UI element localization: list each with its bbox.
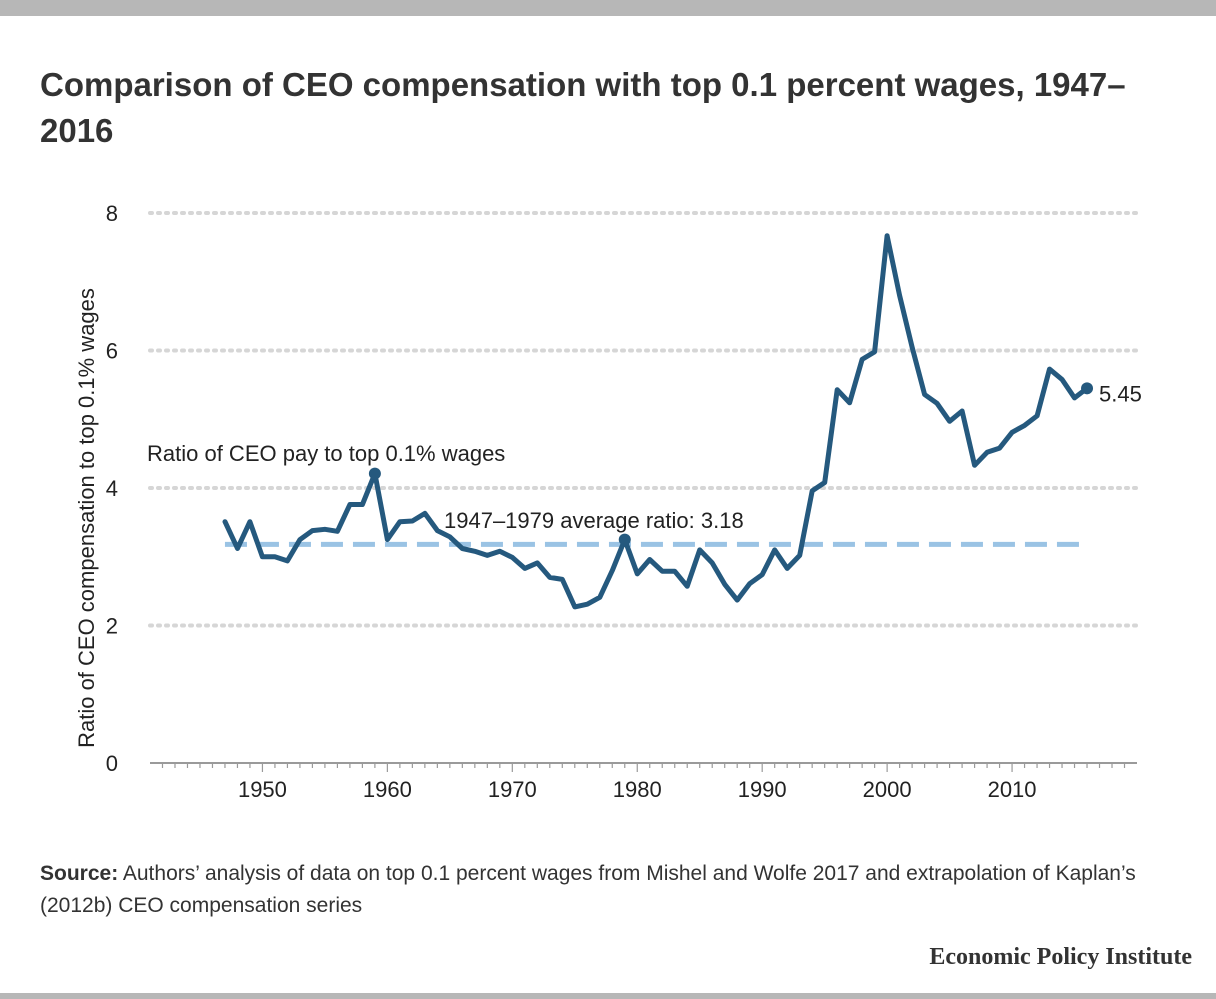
source-note: Source: Authors’ analysis of data on top… <box>40 858 1140 922</box>
top-bar <box>0 0 1216 16</box>
chart-title: Comparison of CEO compensation with top … <box>40 66 1126 149</box>
x-tick-label: 1980 <box>613 777 662 802</box>
series-line <box>222 233 1090 610</box>
source-text: Authors’ analysis of data on top 0.1 per… <box>40 862 1136 917</box>
y-axis-label: Ratio of CEO compensation to top 0.1% wa… <box>74 288 99 748</box>
y-tick-label: 2 <box>106 614 118 639</box>
y-tick-label: 8 <box>106 201 118 226</box>
source-label: Source: <box>40 862 119 885</box>
brand-logo: Economic Policy Institute <box>929 944 1192 970</box>
highlight-point <box>368 467 381 480</box>
x-tick-label: 2010 <box>988 777 1037 802</box>
end-value-label: 5.45 <box>1099 381 1142 406</box>
y-tick-label: 0 <box>106 751 118 776</box>
y-tick-label: 4 <box>106 476 118 501</box>
series-label: Ratio of CEO pay to top 0.1% wages <box>147 441 505 466</box>
highlight-point <box>618 533 631 546</box>
x-tick-label: 1950 <box>238 777 287 802</box>
average-label: 1947–1979 average ratio: 3.18 <box>444 508 744 533</box>
x-tick-label: 2000 <box>863 777 912 802</box>
bottom-bar <box>0 993 1216 999</box>
highlight-point <box>1081 382 1094 395</box>
y-tick-label: 6 <box>106 339 118 364</box>
x-tick-label: 1990 <box>738 777 787 802</box>
line-chart: 0 2 4 6 8 1950 1960 1970 1980 1990 2000 2010 Ratio o… <box>74 201 1142 802</box>
x-tick-label: 1960 <box>363 777 412 802</box>
x-tick-label: 1970 <box>488 777 537 802</box>
